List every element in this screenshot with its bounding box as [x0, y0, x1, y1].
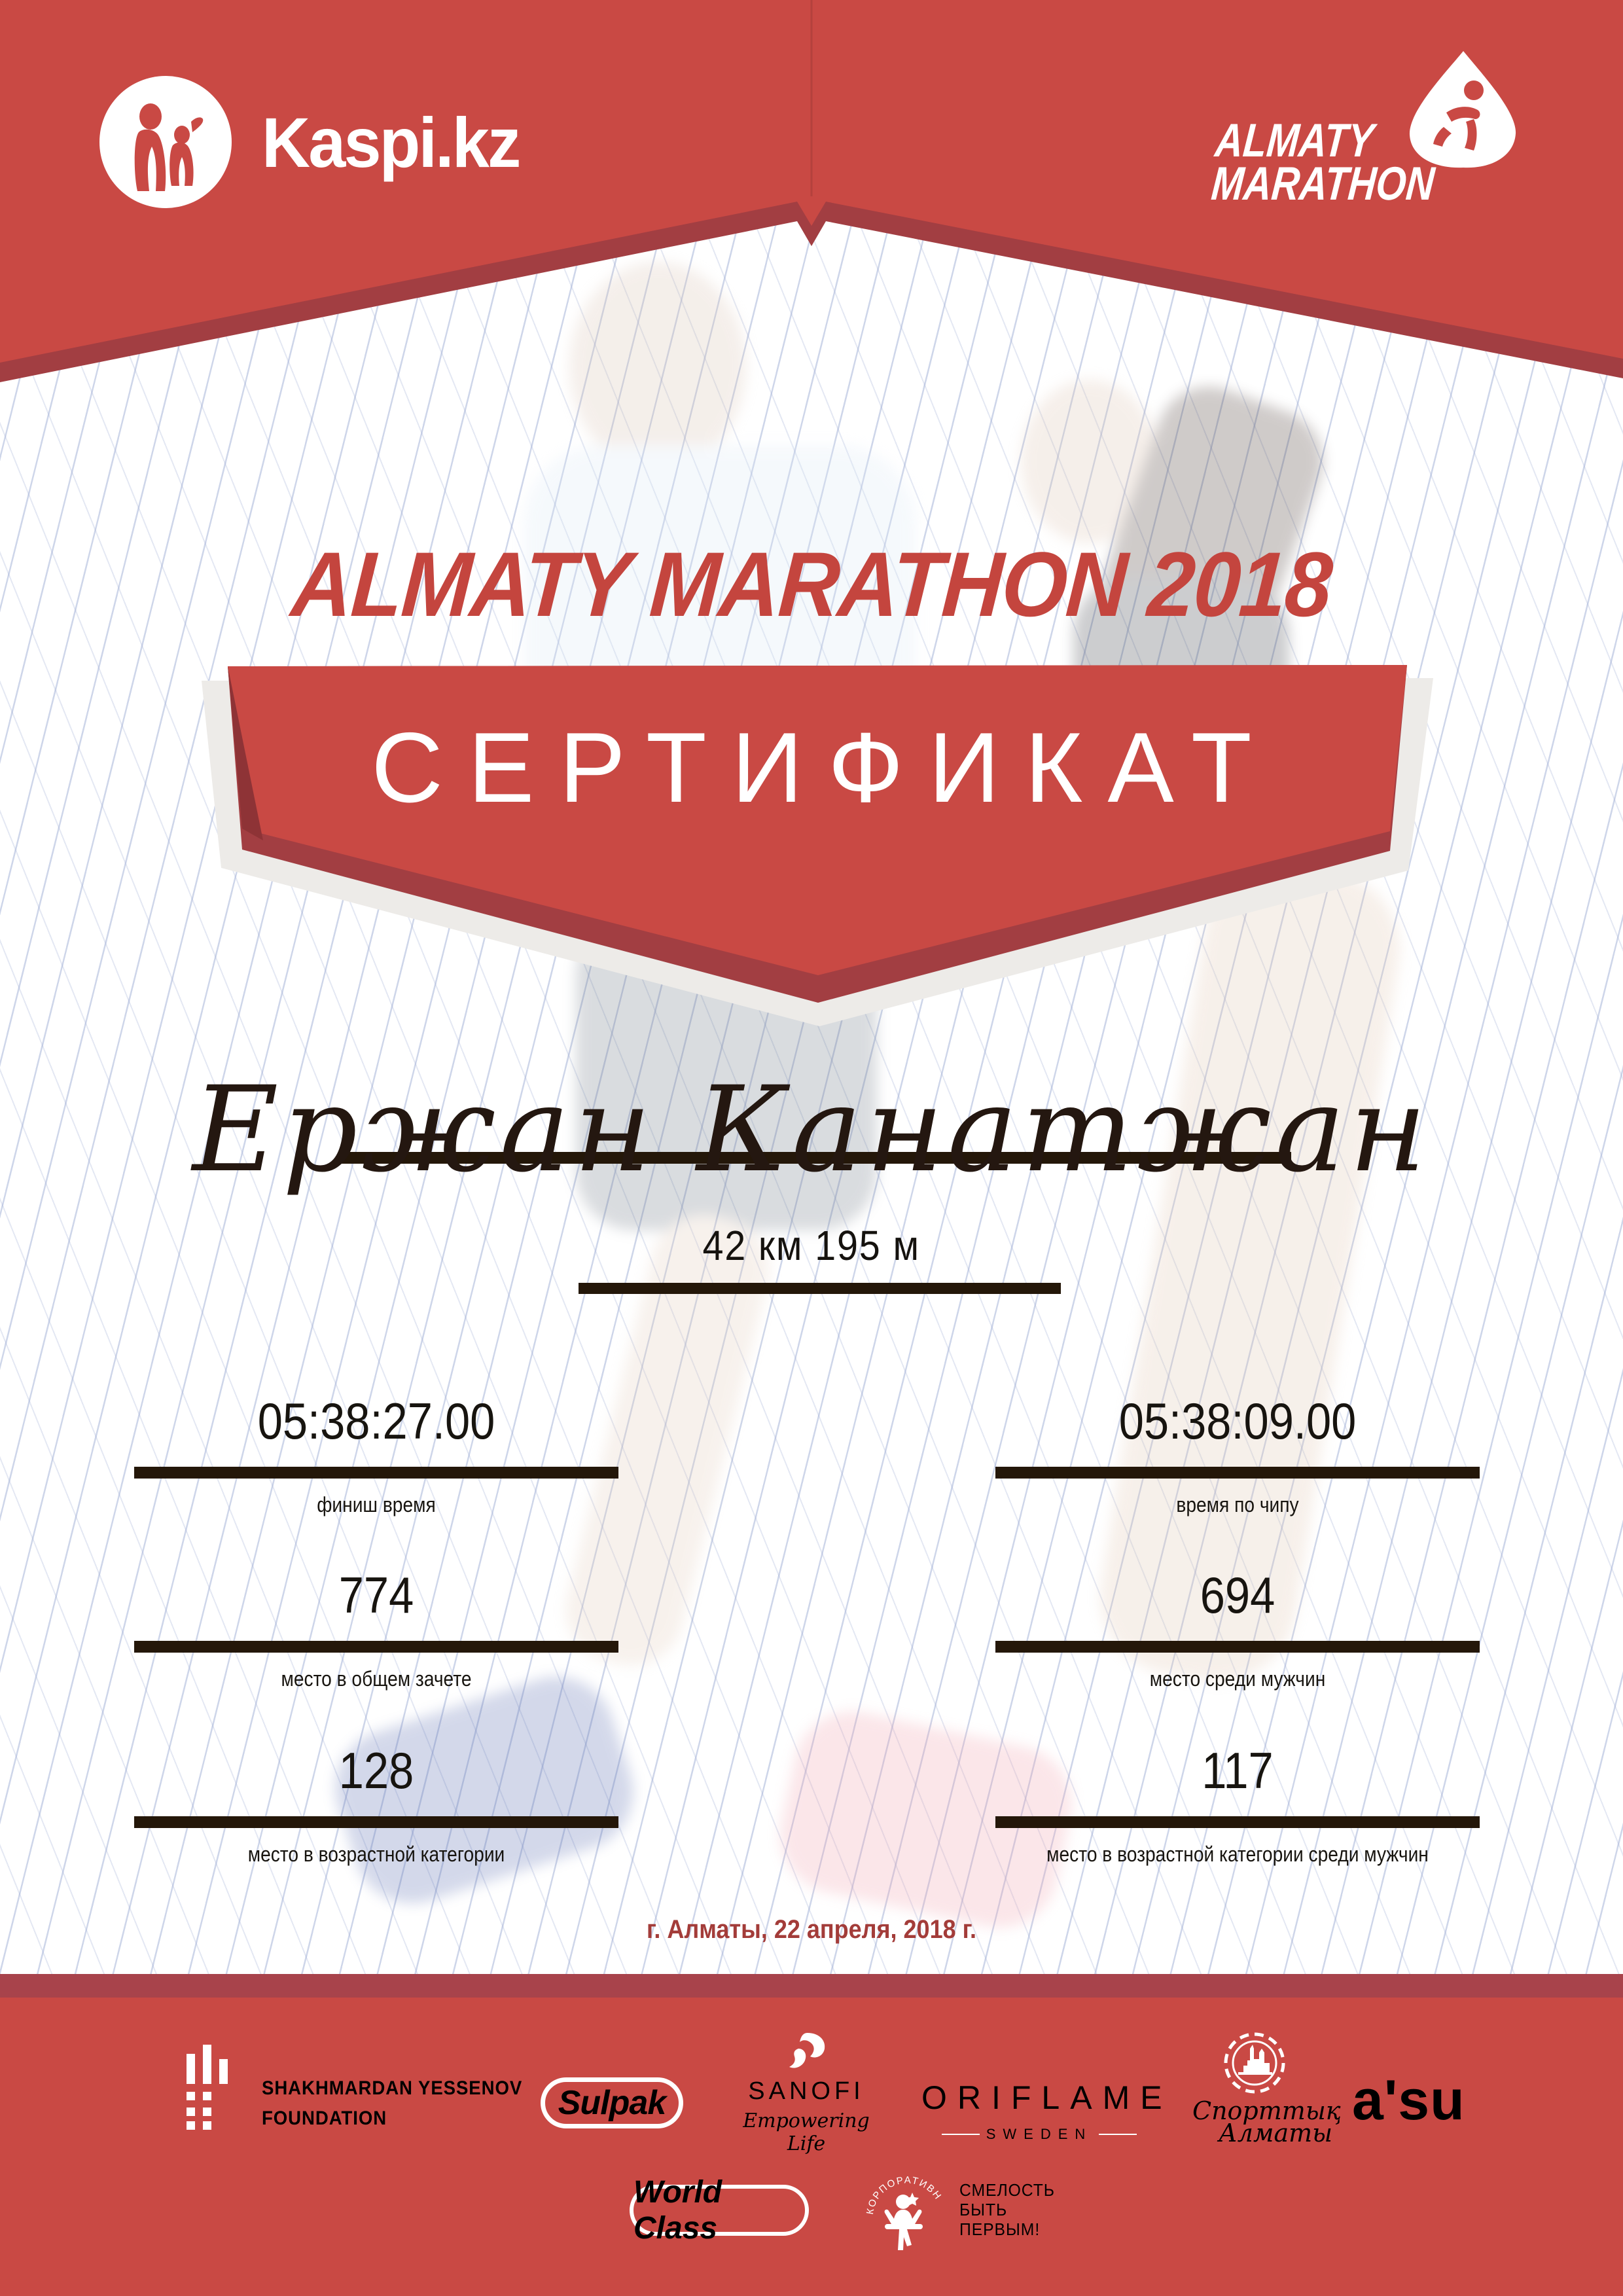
sulpak-logo: Sulpak	[541, 2077, 683, 2128]
man-head-shape	[569, 262, 746, 471]
header-ribbon-front	[0, 0, 1623, 363]
sanofi-bird-icon	[789, 2033, 825, 2068]
stat-divider	[995, 1467, 1480, 1479]
footer-top-strip	[0, 1974, 1623, 1998]
stat-finish-time: 05:38:27.00 финиш время	[134, 1391, 618, 1517]
marathon-logo-line2: MARATHON	[1209, 158, 1436, 210]
kaspi-people-icon	[134, 103, 204, 191]
banner-front-panel	[228, 665, 1407, 975]
oriflame-logo: ORIFLAME SWEDEN	[921, 2079, 1173, 2143]
rule-line	[941, 2134, 980, 2135]
distance: 42 км 195 м	[702, 1222, 921, 1269]
stat-age-category-men-place: 117 место в возрастной категории среди м…	[995, 1741, 1480, 1867]
stat-divider	[995, 1641, 1480, 1653]
kaspi-logo: Kaspi.kz	[99, 76, 533, 208]
event-title: ALMATY MARATHON 2018	[289, 533, 1334, 636]
stat-chip-time: 05:38:09.00 время по чипу	[995, 1391, 1480, 1517]
corporate-fund-logo: КОРПОРАТИВНЫЙ ФОНД СМЕЛОСТЬ БЫТЬ ПЕРВЫМ!	[863, 2164, 1060, 2255]
banner-left-fold	[228, 666, 263, 840]
sport-almaty-logo: Спорттық Алматы	[1192, 2029, 1341, 2145]
sanofi-logo: SANOFI Empowering Life	[734, 2032, 878, 2155]
stat-divider	[134, 1816, 618, 1828]
stat-men-place: 694 место среди мужчин	[995, 1566, 1480, 1691]
oriflame-sweden-row: SWEDEN	[921, 2126, 1157, 2143]
fund-runner-emblem-icon: КОРПОРАТИВНЫЙ ФОНД	[863, 2164, 942, 2250]
runner-name: Ержан Канатжан	[192, 1062, 1431, 1198]
sport-almaty-emblem-icon	[1224, 2032, 1285, 2094]
fund-slogan: СМЕЛОСТЬ БЫТЬ ПЕРВЫМ!	[959, 2180, 1055, 2239]
footer-band	[0, 1998, 1623, 2296]
woman-head-shape	[1021, 380, 1158, 543]
yessenov-logo-icon	[185, 2045, 231, 2133]
yessenov-logo-text: SHAKHMARDAN YESSENOV FOUNDATION	[262, 2077, 523, 2129]
stat-age-category-place: 128 место в возрастной категории	[134, 1741, 618, 1867]
kaspi-logo-text: Kaspi.kz	[262, 102, 521, 182]
distance-underline-bar	[579, 1283, 1061, 1294]
certificate-banner	[202, 665, 1433, 1026]
stat-divider	[134, 1641, 618, 1653]
stat-overall-place: 774 место в общем зачете	[134, 1566, 618, 1691]
header-ribbon	[0, 0, 1623, 382]
asu-logo: a'su	[1352, 2069, 1465, 2132]
name-underline-bar	[341, 1152, 1291, 1164]
certificate-label: СЕРТИФИКАТ	[371, 712, 1277, 823]
stat-divider	[995, 1816, 1480, 1828]
marathon-logo-text: ALMATY MARATHON	[1209, 115, 1440, 210]
rule-line	[1099, 2134, 1137, 2135]
bars-grid-icon	[187, 2045, 228, 2130]
event-date-place: г. Алматы, 22 апреля, 2018 г.	[647, 1915, 976, 1944]
stat-divider	[134, 1467, 618, 1479]
kaspi-logo-icon	[99, 76, 232, 208]
world-class-logo: World Class	[630, 2175, 809, 2246]
marathon-drop-icon	[1409, 51, 1516, 168]
